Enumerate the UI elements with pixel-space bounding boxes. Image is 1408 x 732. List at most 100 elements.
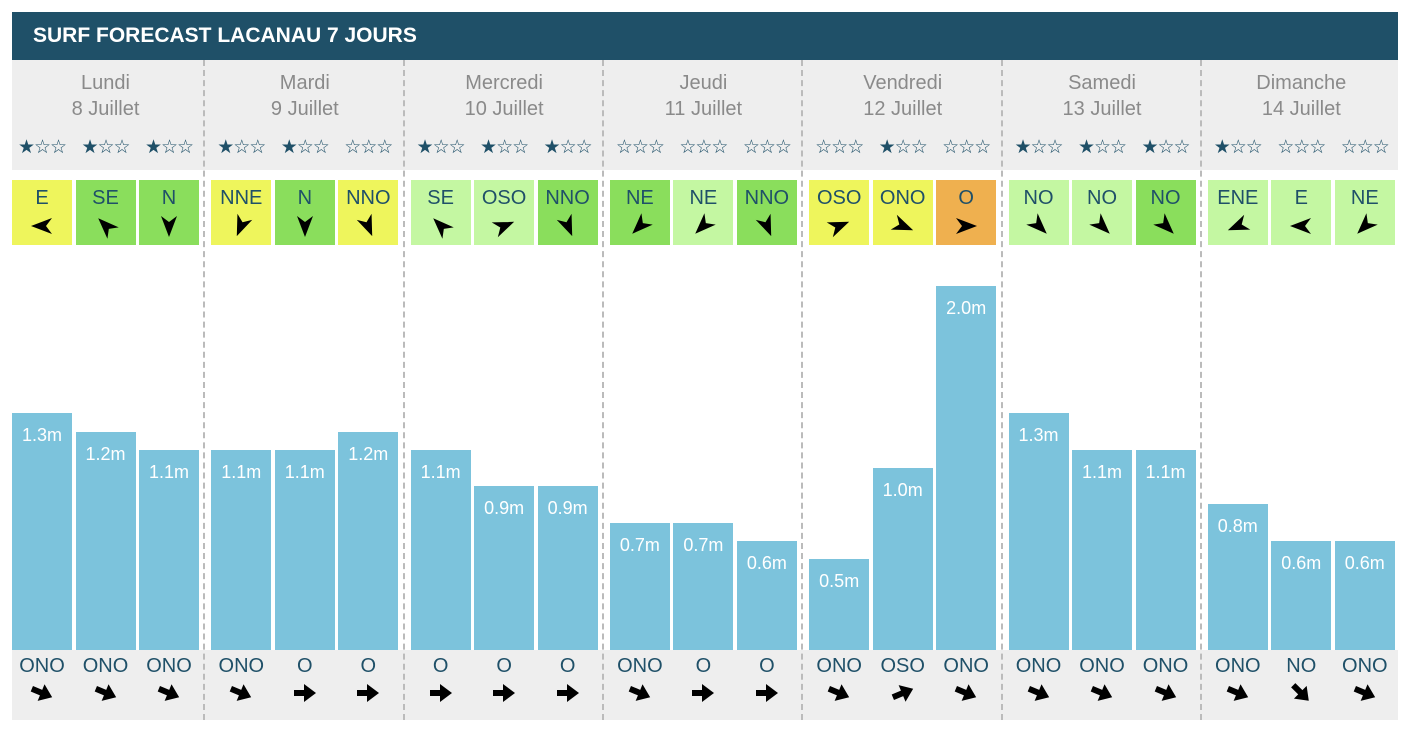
wave-height-bar: 0.5m bbox=[809, 559, 870, 650]
swell-direction-label: ONO bbox=[19, 655, 65, 677]
swell-arrow-icon bbox=[624, 677, 655, 708]
wave-height-bar: 1.3m bbox=[12, 413, 72, 650]
wave-height-label: 0.6m bbox=[1281, 552, 1322, 573]
swell-arrow-icon bbox=[887, 677, 918, 708]
day-name: Samedi bbox=[1068, 72, 1136, 94]
swell-band bbox=[12, 650, 1398, 720]
rating-stars: ☆☆☆ bbox=[344, 137, 393, 158]
day-divider bbox=[203, 60, 206, 720]
swell-cell: ONO bbox=[139, 655, 199, 715]
day-name: Jeudi bbox=[679, 72, 728, 94]
wave-height-bar: 0.6m bbox=[1334, 540, 1395, 650]
swell-arrow-icon bbox=[1150, 677, 1181, 708]
wind-arrow-icon bbox=[1222, 210, 1253, 241]
wind-direction-label: SE bbox=[92, 187, 119, 209]
swell-cell: O bbox=[411, 655, 471, 715]
wind-arrow-icon bbox=[887, 210, 918, 241]
day-date: 11 Juillet bbox=[664, 98, 743, 120]
wave-height-label: 1.3m bbox=[1018, 425, 1059, 446]
swell-arrow-icon bbox=[293, 681, 317, 705]
swell-cell: OSO bbox=[873, 655, 933, 715]
rating-stars: ★☆☆ bbox=[1141, 137, 1190, 158]
swell-direction-label: ONO bbox=[1342, 655, 1388, 677]
wind-box: SE bbox=[75, 180, 136, 245]
rating-stars: ☆☆☆ bbox=[679, 137, 728, 158]
wind-arrow-icon bbox=[824, 210, 855, 241]
wind-box: ENE bbox=[1207, 180, 1268, 245]
wind-direction-label: NNO bbox=[545, 187, 590, 209]
wave-height-label: 1.0m bbox=[882, 480, 923, 500]
rating-stars: ★☆☆ bbox=[81, 137, 130, 158]
swell-cell: ONO bbox=[936, 655, 996, 715]
swell-direction-label: ONO bbox=[1215, 655, 1261, 677]
rating-stars: ☆☆☆ bbox=[615, 137, 665, 158]
wave-height-bar: 0.7m bbox=[609, 522, 670, 650]
day-divider bbox=[1000, 60, 1003, 720]
day-divider bbox=[402, 60, 405, 720]
day-column: Vendredi 12 Juillet ☆☆☆ OSO 0.5m ONO ★☆☆ ONO 1.0… bbox=[809, 60, 997, 720]
swell-direction-label: O bbox=[432, 655, 449, 677]
day-name: Lundi bbox=[81, 72, 130, 94]
wave-height-label: 1.1m bbox=[420, 461, 461, 482]
wind-box: NNO bbox=[338, 180, 399, 245]
rating-stars: ★☆☆ bbox=[17, 137, 67, 158]
swell-arrow-icon bbox=[755, 681, 779, 705]
wind-box: SE bbox=[410, 180, 471, 245]
wind-arrow-icon bbox=[353, 210, 384, 241]
wind-box: OSO bbox=[474, 180, 535, 245]
wave-height-bar: 1.1m bbox=[274, 449, 335, 650]
wave-height-label: 0.7m bbox=[683, 534, 724, 555]
day-date: 8 Juillet bbox=[71, 98, 140, 120]
wind-direction-label: NNO bbox=[346, 187, 391, 209]
wave-height-label: 1.1m bbox=[1145, 461, 1186, 482]
wind-box: NNE bbox=[211, 180, 272, 245]
swell-cell: ONO bbox=[1208, 655, 1268, 715]
wind-direction-label: E bbox=[35, 187, 49, 209]
day-column: Jeudi 11 Juillet ☆☆☆ NE 0.7m ONO ☆☆☆ NE 0.7m O ☆☆☆… bbox=[609, 60, 797, 720]
forecast-title: SURF FORECAST LACANAU 7 JOURS bbox=[33, 24, 417, 47]
swell-direction-label: O bbox=[759, 655, 775, 677]
wave-height-label: 0.7m bbox=[619, 534, 660, 555]
wind-direction-label: NO bbox=[1087, 187, 1117, 209]
swell-arrow-icon bbox=[153, 677, 184, 708]
wave-height-bar: 0.6m bbox=[736, 540, 797, 650]
wind-box: O bbox=[936, 180, 997, 245]
wind-arrow-icon bbox=[293, 214, 317, 238]
swell-direction-label: ONO bbox=[146, 655, 192, 677]
swell-cell: O bbox=[538, 655, 598, 715]
day-column: Samedi 13 Juillet ★☆☆ NO 1.3m ONO ★☆☆ NO 1.1m ONO… bbox=[1008, 60, 1196, 720]
wind-box: E bbox=[12, 180, 72, 245]
wind-box: NNO bbox=[537, 180, 598, 245]
wind-direction-label: NO bbox=[1023, 187, 1054, 209]
swell-arrow-icon bbox=[1284, 676, 1318, 710]
wave-height-bar: 1.3m bbox=[1008, 413, 1069, 650]
wave-height-bar: 1.0m bbox=[872, 468, 933, 650]
wind-box: NE bbox=[1334, 180, 1395, 245]
wind-arrow-icon bbox=[89, 209, 123, 243]
wind-box: N bbox=[274, 180, 335, 245]
day-divider bbox=[601, 60, 604, 720]
wave-height-label: 1.3m bbox=[21, 425, 63, 446]
rating-stars: ★☆☆ bbox=[1077, 137, 1127, 158]
swell-cell: ONO bbox=[1072, 655, 1132, 715]
swell-cell: ONO bbox=[1335, 655, 1395, 715]
wave-height-label: 2.0m bbox=[946, 298, 987, 318]
day-date: 13 Juillet bbox=[1062, 98, 1142, 120]
swell-arrow-icon bbox=[1086, 677, 1117, 708]
wind-arrow-icon bbox=[1022, 209, 1056, 243]
forecast-header: SURF FORECAST LACANAU 7 JOURS bbox=[12, 12, 1398, 60]
wave-height-bar: 1.2m bbox=[75, 431, 136, 650]
wind-direction-label: NE bbox=[1350, 187, 1379, 209]
wind-direction-label: OSO bbox=[481, 187, 527, 209]
rating-stars: ☆☆☆ bbox=[942, 137, 991, 158]
wave-height-bar: 0.9m bbox=[474, 486, 535, 650]
swell-cell: ONO bbox=[1136, 655, 1196, 715]
wind-arrow-icon bbox=[1289, 214, 1313, 238]
swell-direction-label: ONO bbox=[82, 655, 129, 677]
wave-height-bar: 1.1m bbox=[1072, 449, 1132, 650]
wind-direction-label: NNE bbox=[220, 187, 263, 209]
rating-stars: ☆☆☆ bbox=[1340, 137, 1390, 158]
swell-arrow-icon bbox=[1023, 677, 1054, 708]
rating-stars: ☆☆☆ bbox=[742, 137, 792, 158]
wind-arrow-icon bbox=[424, 209, 458, 243]
